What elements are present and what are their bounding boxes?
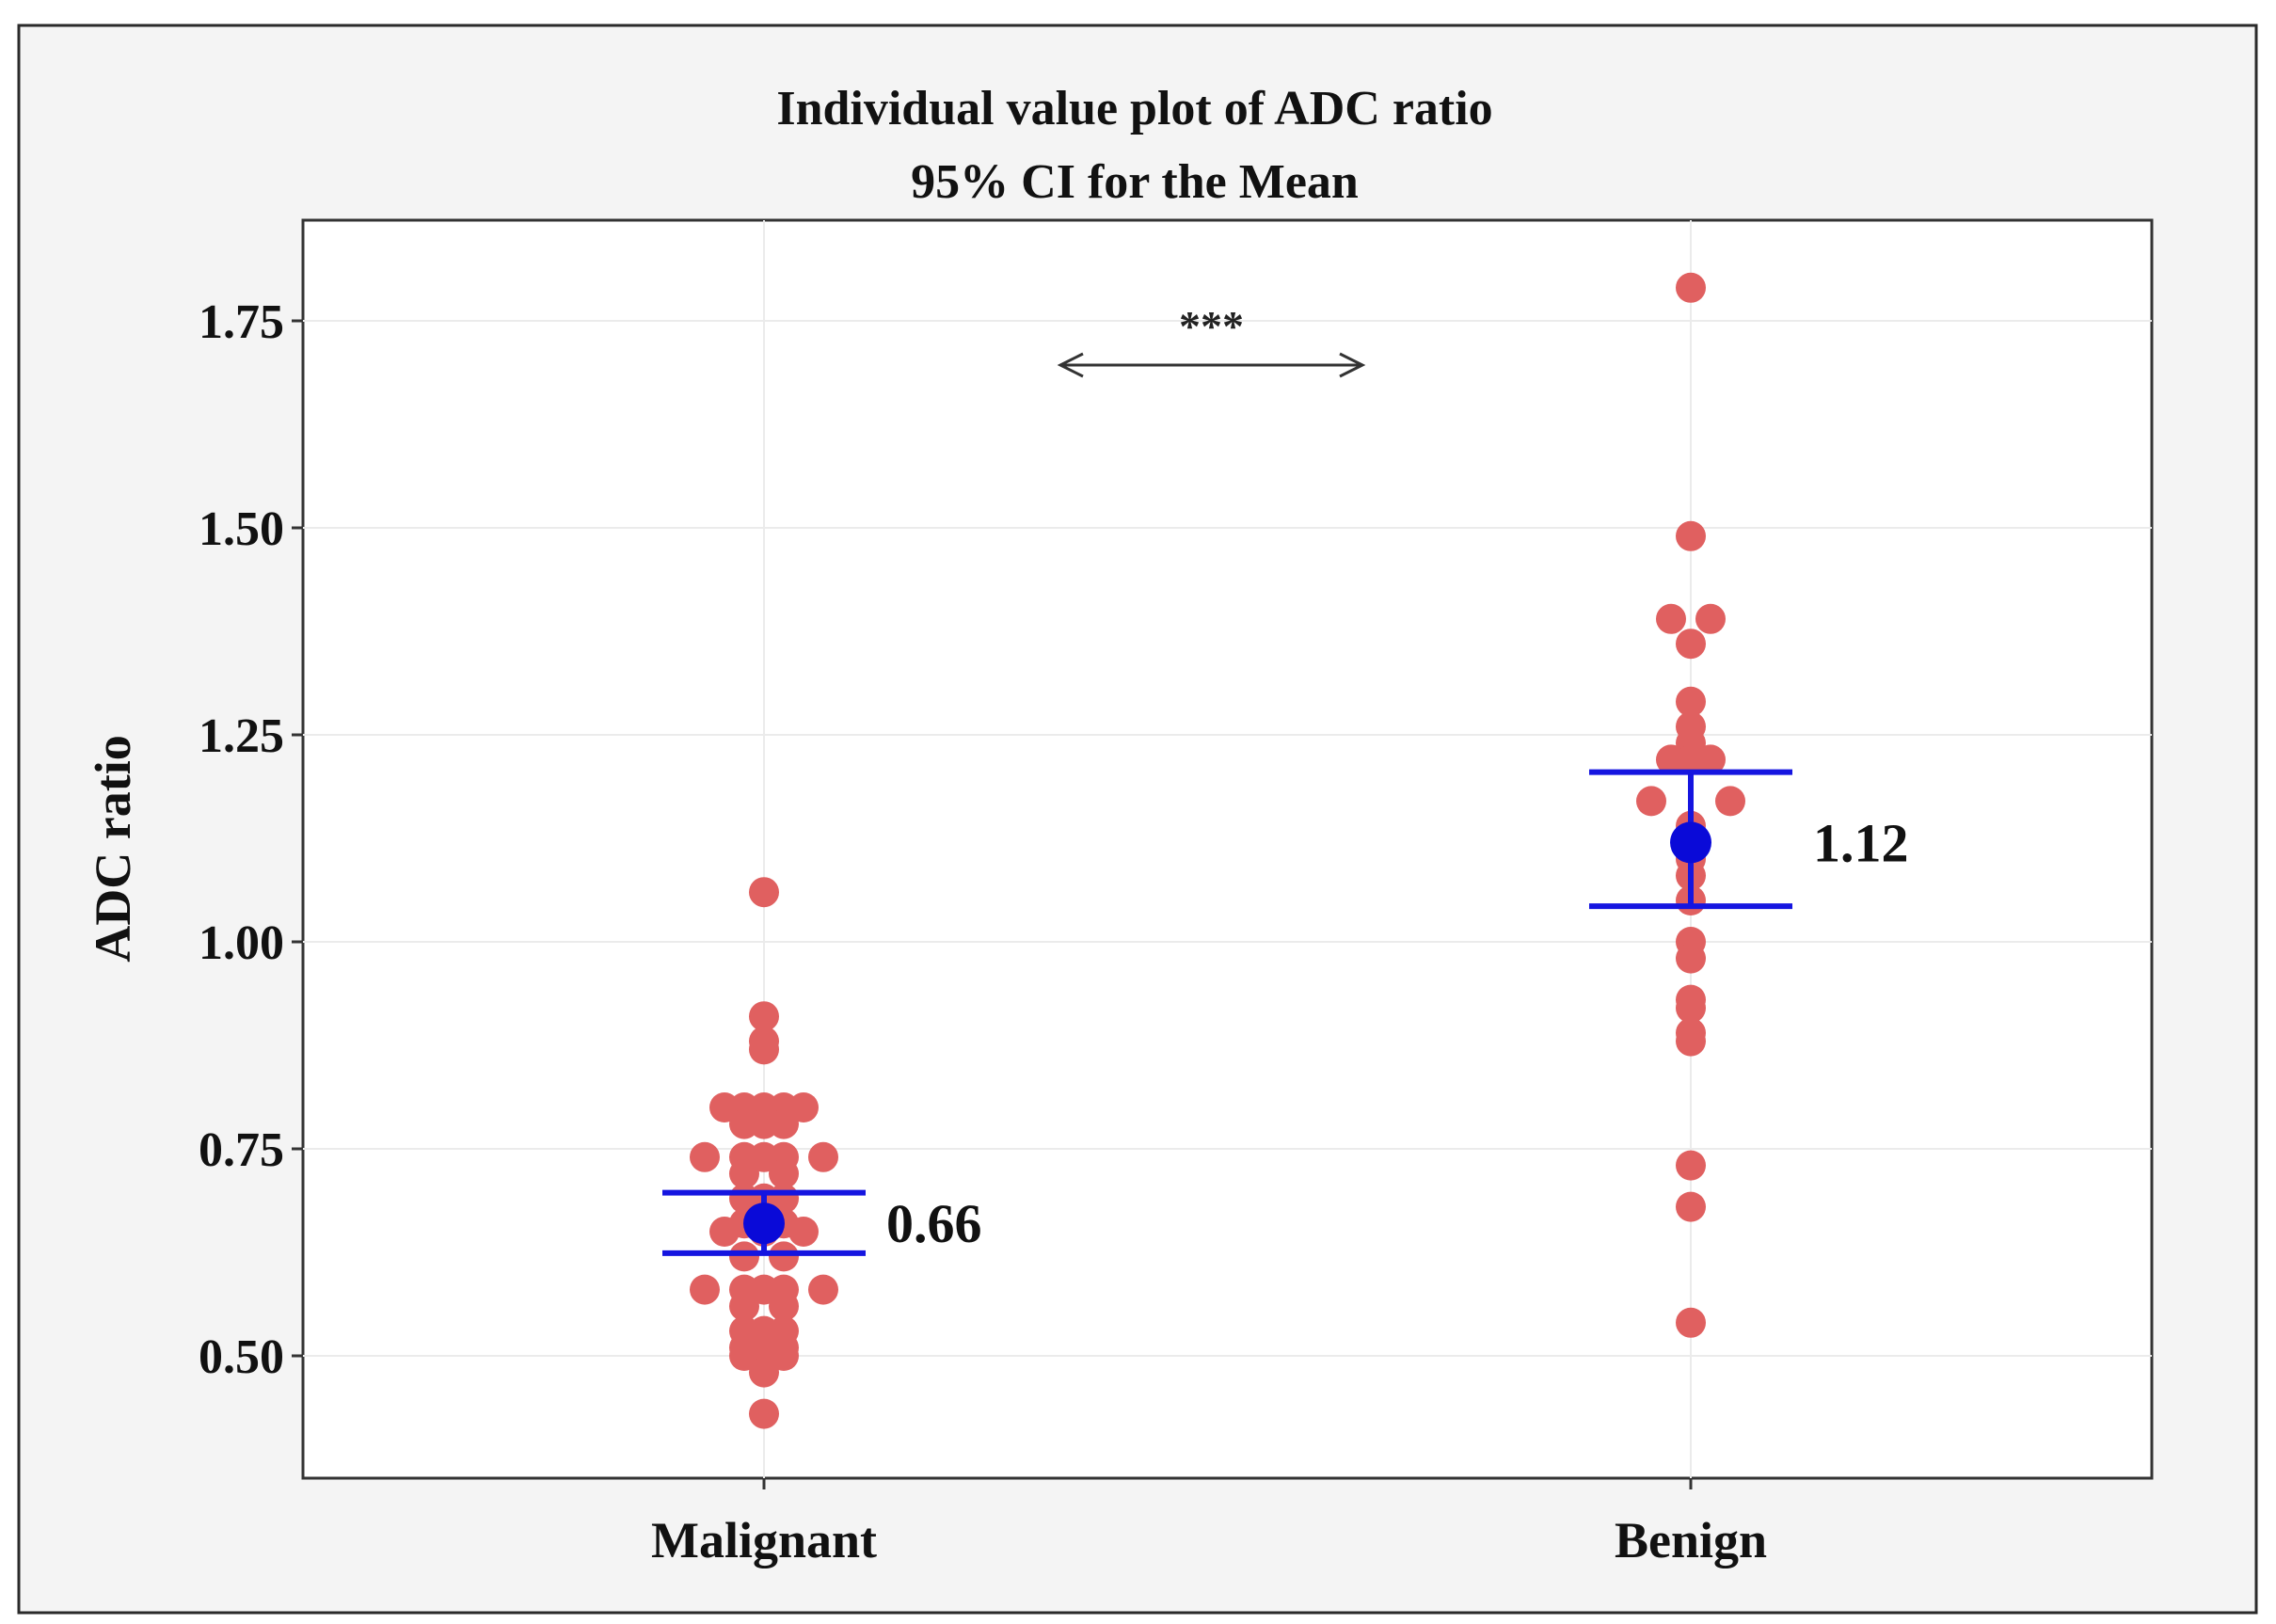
data-point [1656,603,1686,634]
axes: 0.50 0.75 1.00 1.25 1.50 1.75 Malignant Benign [199,295,1767,1568]
data-point [1676,1026,1706,1057]
data-point [1636,786,1666,817]
data-point [1715,786,1745,817]
data-point [709,1217,740,1247]
y-tick-label: 1.50 [199,502,284,556]
x-category-label: Malignant [651,1512,877,1568]
data-point [788,1217,819,1247]
y-tick-label: 1.25 [199,709,284,763]
data-point [808,1141,838,1172]
data-point [1676,943,1706,974]
y-tick-label: 1.00 [199,916,284,970]
x-category-label: Benign [1615,1512,1767,1568]
data-point [690,1141,720,1172]
data-point [769,1341,799,1371]
y-axis-title: ADC ratio [85,735,141,962]
data-point [788,1092,819,1122]
chart-subtitle: 95% CI for the Mean [911,155,1359,209]
data-point [749,1398,779,1429]
y-tick-label: 0.75 [199,1123,284,1177]
annotations: *** [1057,302,1366,378]
data-point [1695,744,1726,775]
data-point [729,1158,759,1189]
arrow-head-left [1057,352,1084,378]
data-point [749,877,779,908]
chart-title: Individual value plot of ADC ratio [776,82,1492,135]
data-point [749,1357,779,1388]
plot-area [301,218,2154,1480]
y-tick-label: 0.50 [199,1330,284,1384]
data-point [1676,1150,1706,1181]
data-point [1676,1191,1706,1222]
mean-marker [743,1202,785,1245]
data-point [729,1291,759,1322]
data-point [769,1158,799,1189]
mean-marker [1670,821,1711,864]
data-point [1676,993,1706,1024]
data-point [690,1274,720,1305]
data-point [729,1241,759,1272]
data-point [808,1274,838,1305]
data-points [690,272,1745,1429]
data-point [769,1241,799,1272]
confidence-intervals: 0.66 1.12 [662,769,1909,1256]
data-point [769,1108,799,1139]
gridlines [303,220,2152,1478]
y-tick-label: 1.75 [199,295,284,349]
significance-label: *** [1179,302,1244,350]
data-point [1676,272,1706,303]
data-point [1676,520,1706,551]
arrow-head-right [1339,352,1366,378]
data-point [1676,1307,1706,1338]
data-point [1676,686,1706,717]
data-point [1676,629,1706,660]
data-point [749,1034,779,1065]
mean-label: 0.66 [886,1193,982,1254]
data-point [769,1291,799,1322]
data-point [1695,603,1726,634]
data-point [749,1001,779,1032]
mean-label: 1.12 [1813,812,1909,873]
